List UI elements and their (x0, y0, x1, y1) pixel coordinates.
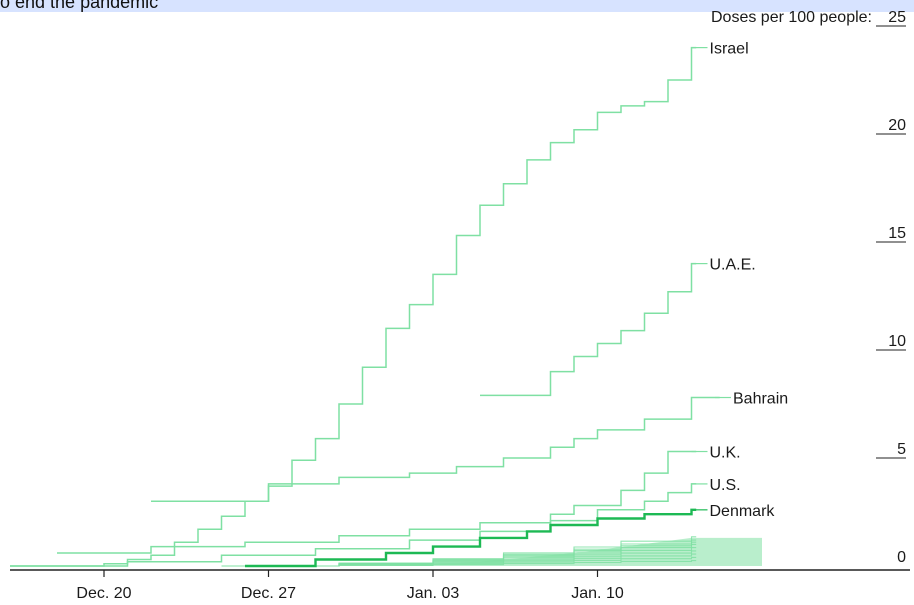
series-label: Israel (710, 41, 749, 58)
series-line-bahrain (151, 396, 720, 502)
y-tick-label: 10 (888, 333, 906, 350)
header-text: o end the pandemic (0, 0, 159, 12)
y-axis-label: Doses per 100 people: (711, 9, 872, 26)
y-tick-label: 25 (888, 9, 906, 26)
series-line-us (10, 483, 697, 567)
series-label: U.A.E. (710, 257, 756, 274)
y-tick-label: 20 (888, 117, 906, 134)
series-line-uk (57, 450, 697, 554)
y-tick-label: 0 (897, 549, 906, 566)
x-tick-label: Jan. 03 (407, 585, 460, 602)
series-label: Denmark (710, 503, 776, 520)
background-country-cluster (386, 537, 762, 566)
series-label: U.S. (710, 477, 741, 494)
series-line-uae (480, 262, 697, 397)
series-label: Bahrain (733, 391, 788, 408)
x-tick-label: Dec. 27 (241, 585, 296, 602)
y-tick-label: 15 (888, 225, 906, 242)
series-label: U.K. (710, 445, 741, 462)
series-line-denmark (245, 508, 697, 568)
series-line-israel (10, 46, 697, 567)
x-tick-label: Dec. 20 (76, 585, 131, 602)
header-band: o end the pandemic (0, 0, 914, 12)
x-tick-label: Jan. 10 (571, 585, 624, 602)
y-tick-label: 5 (897, 441, 906, 458)
